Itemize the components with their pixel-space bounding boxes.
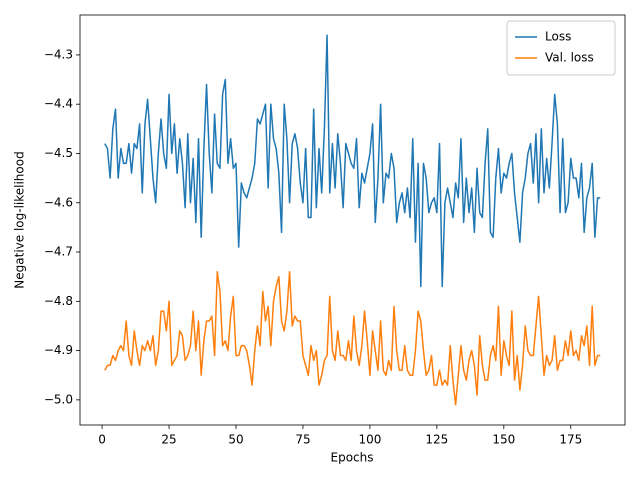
x-axis-label: Epochs [331, 451, 374, 465]
x-tick-label: 100 [358, 433, 381, 447]
y-tick-label: −4.7 [44, 245, 73, 259]
line-series [104, 34, 601, 288]
y-tick-label: −4.6 [44, 195, 73, 209]
legend-label: Val. loss [545, 51, 594, 65]
plot-frame [79, 14, 626, 426]
y-tick-label: −4.3 [44, 47, 73, 61]
legend-label: Loss [545, 30, 571, 44]
x-tick-label: 25 [161, 433, 176, 447]
x-tick-label: 0 [98, 433, 106, 447]
y-tick-label: −4.8 [44, 294, 73, 308]
legend-box [506, 20, 616, 76]
x-tick-label: 175 [559, 433, 582, 447]
y-tick-label: −4.5 [44, 146, 73, 160]
y-tick-label: −4.9 [44, 343, 73, 357]
x-tick-label: 50 [228, 433, 243, 447]
x-tick-label: 125 [425, 433, 448, 447]
y-axis-label: Negative log-likelihood [13, 151, 27, 288]
x-tick-label: 150 [492, 433, 515, 447]
y-tick-label: −5.0 [44, 392, 73, 406]
line-series [104, 270, 601, 406]
x-tick-label: 75 [295, 433, 310, 447]
y-tick-label: −4.4 [44, 97, 73, 111]
